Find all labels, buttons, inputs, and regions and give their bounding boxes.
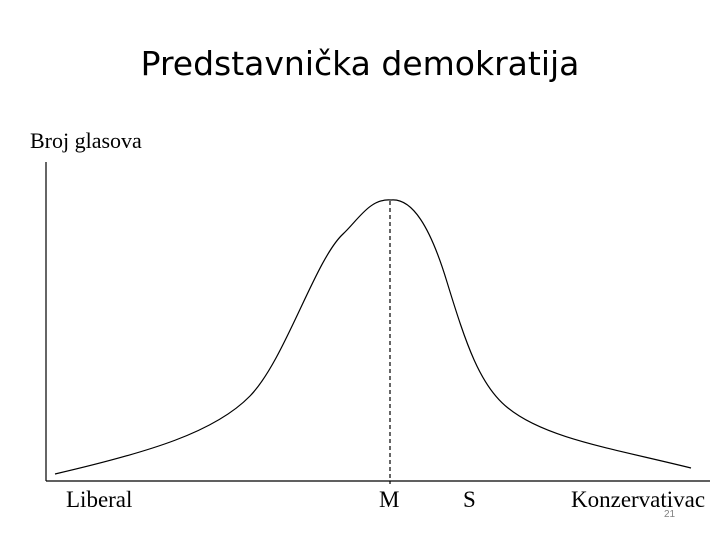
slide-title: Predstavnička demokratija: [140, 44, 580, 83]
y-axis-label: Broj glasova: [30, 128, 142, 153]
x-label-liberal: Liberal: [66, 487, 133, 512]
distribution-curve: [54, 199, 692, 475]
x-label-median: M: [379, 487, 400, 512]
x-label-s: S: [463, 487, 476, 512]
page-number: 21: [664, 509, 676, 520]
x-label-konzervativac: Konzervativac: [571, 487, 706, 512]
